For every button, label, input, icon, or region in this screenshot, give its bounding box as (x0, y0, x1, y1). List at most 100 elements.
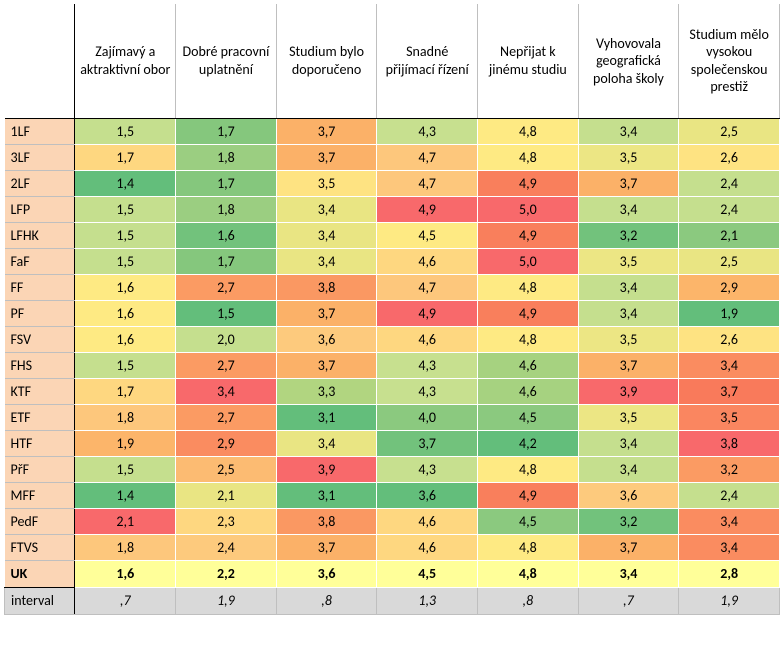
heatmap-cell: 4,8 (478, 274, 579, 300)
heatmap-cell: 3,5 (578, 144, 679, 170)
interval-cell: 1,3 (377, 587, 478, 614)
heatmap-cell: 2,6 (679, 326, 780, 352)
heatmap-cell: 3,5 (276, 170, 377, 196)
interval-cell: ,8 (478, 587, 579, 614)
heatmap-cell: 3,6 (276, 326, 377, 352)
heatmap-cell: 2,9 (679, 274, 780, 300)
summary-cell: 2,8 (679, 560, 780, 587)
row-label: PedF (5, 508, 75, 534)
heatmap-cell: 3,4 (679, 534, 780, 560)
heatmap-cell: 3,7 (276, 144, 377, 170)
heatmap-cell: 4,9 (478, 300, 579, 326)
col-header: Studium mělo vysokou společenskou presti… (679, 4, 780, 118)
col-header: Vyhovovala geografická poloha školy (578, 4, 679, 118)
heatmap-cell: 1,5 (75, 196, 176, 222)
heatmap-cell: 2,9 (176, 430, 277, 456)
heatmap-cell: 4,9 (478, 482, 579, 508)
col-header: Studium bylo doporučeno (276, 4, 377, 118)
heatmap-cell: 3,4 (679, 352, 780, 378)
heatmap-cell: 3,7 (578, 352, 679, 378)
header-blank (5, 4, 75, 118)
heatmap-cell: 3,4 (578, 196, 679, 222)
heatmap-cell: 4,6 (478, 378, 579, 404)
heatmap-cell: 1,7 (75, 144, 176, 170)
heatmap-cell: 2,1 (176, 482, 277, 508)
heatmap-cell: 3,4 (276, 248, 377, 274)
heatmap-cell: 3,3 (276, 378, 377, 404)
row-label: UK (5, 560, 75, 587)
row-label: LFHK (5, 222, 75, 248)
heatmap-cell: 4,5 (478, 508, 579, 534)
interval-cell: ,8 (276, 587, 377, 614)
col-header: Dobré pracovní uplatnění (176, 4, 277, 118)
table-row: ETF1,82,73,14,04,53,53,5 (5, 404, 780, 430)
row-label: FHS (5, 352, 75, 378)
row-label: KTF (5, 378, 75, 404)
heatmap-cell: 1,9 (75, 430, 176, 456)
heatmap-cell: 1,5 (75, 222, 176, 248)
heatmap-cell: 1,6 (176, 222, 277, 248)
heatmap-cell: 3,8 (276, 274, 377, 300)
heatmap-table: Zajímavý a aktraktivní obor Dobré pracov… (4, 4, 780, 615)
heatmap-cell: 4,6 (377, 508, 478, 534)
heatmap-cell: 4,9 (377, 300, 478, 326)
table-row: FSV1,62,03,64,64,83,52,6 (5, 326, 780, 352)
heatmap-cell: 2,7 (176, 404, 277, 430)
heatmap-cell: 1,8 (75, 534, 176, 560)
heatmap-cell: 3,5 (578, 404, 679, 430)
heatmap-cell: 1,5 (176, 300, 277, 326)
row-label: MFF (5, 482, 75, 508)
table-row: FTVS1,82,43,74,64,83,73,4 (5, 534, 780, 560)
row-label: interval (5, 587, 75, 614)
interval-cell: ,7 (75, 587, 176, 614)
heatmap-cell: 2,3 (176, 508, 277, 534)
interval-cell: ,7 (578, 587, 679, 614)
heatmap-cell: 4,3 (377, 378, 478, 404)
heatmap-cell: 1,9 (679, 300, 780, 326)
row-label: PF (5, 300, 75, 326)
heatmap-cell: 1,6 (75, 300, 176, 326)
heatmap-cell: 3,9 (276, 456, 377, 482)
table-row: MFF1,42,13,13,64,93,62,4 (5, 482, 780, 508)
heatmap-cell: 2,5 (679, 118, 780, 144)
table-row: LFP1,51,83,44,95,03,42,4 (5, 196, 780, 222)
heatmap-cell: 3,7 (276, 118, 377, 144)
heatmap-cell: 3,4 (276, 222, 377, 248)
table-row: LFHK1,51,63,44,54,93,22,1 (5, 222, 780, 248)
heatmap-cell: 1,6 (75, 326, 176, 352)
heatmap-cell: 2,7 (176, 274, 277, 300)
heatmap-cell: 2,1 (75, 508, 176, 534)
row-label: ETF (5, 404, 75, 430)
row-label: HTF (5, 430, 75, 456)
heatmap-cell: 4,7 (377, 170, 478, 196)
heatmap-cell: 5,0 (478, 248, 579, 274)
table-row: FaF1,51,73,44,65,03,52,5 (5, 248, 780, 274)
heatmap-cell: 4,3 (377, 456, 478, 482)
heatmap-cell: 4,8 (478, 534, 579, 560)
heatmap-cell: 3,7 (679, 378, 780, 404)
col-header: Zajímavý a aktraktivní obor (75, 4, 176, 118)
table-row: KTF1,73,43,34,34,63,93,7 (5, 378, 780, 404)
heatmap-cell: 1,7 (75, 378, 176, 404)
heatmap-cell: 2,1 (679, 222, 780, 248)
heatmap-cell: 4,7 (377, 274, 478, 300)
heatmap-cell: 3,4 (578, 300, 679, 326)
heatmap-cell: 3,8 (276, 508, 377, 534)
heatmap-cell: 3,1 (276, 404, 377, 430)
heatmap-cell: 2,4 (679, 196, 780, 222)
heatmap-cell: 1,5 (75, 118, 176, 144)
heatmap-cell: 3,5 (578, 248, 679, 274)
table-row: 3LF1,71,83,74,74,83,52,6 (5, 144, 780, 170)
table-row: 2LF1,41,73,54,74,93,72,4 (5, 170, 780, 196)
heatmap-cell: 3,7 (276, 352, 377, 378)
heatmap-cell: 2,4 (679, 170, 780, 196)
heatmap-cell: 4,0 (377, 404, 478, 430)
interval-row: interval,71,9,81,3,8,71,9 (5, 587, 780, 614)
heatmap-cell: 4,8 (478, 144, 579, 170)
heatmap-cell: 4,8 (478, 118, 579, 144)
row-label: FTVS (5, 534, 75, 560)
heatmap-cell: 3,7 (578, 170, 679, 196)
heatmap-cell: 3,4 (679, 508, 780, 534)
heatmap-cell: 3,1 (276, 482, 377, 508)
row-label: FSV (5, 326, 75, 352)
